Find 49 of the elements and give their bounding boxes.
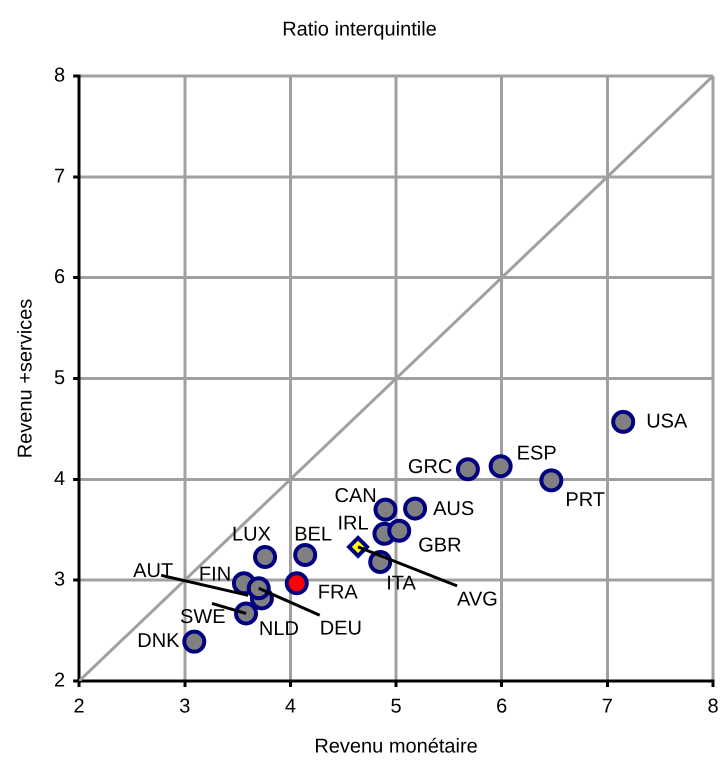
y-axis-title: Revenu +services — [14, 298, 37, 458]
point — [373, 498, 398, 522]
point — [293, 542, 318, 567]
annotation: FRA — [318, 582, 358, 604]
point — [539, 468, 564, 492]
y-tick-label: 3 — [54, 568, 66, 591]
annotation: ESP — [516, 442, 557, 465]
annotation: NLD — [258, 618, 299, 640]
annotation: USA — [646, 410, 688, 432]
x-tick-label: 7 — [602, 696, 613, 718]
annotation: GRC — [408, 456, 452, 478]
y-tick-label: 7 — [54, 165, 66, 188]
annotation: ITA — [386, 572, 417, 595]
y-tick-label: 6 — [54, 266, 66, 288]
point — [387, 518, 412, 543]
point — [488, 454, 513, 478]
point — [182, 630, 206, 654]
point — [253, 544, 278, 569]
annotation: DEU — [320, 618, 362, 640]
point — [284, 571, 309, 596]
point — [246, 576, 271, 600]
annotation: IRL — [337, 512, 369, 534]
annotation: DNK — [137, 630, 180, 652]
point — [456, 457, 480, 482]
point — [403, 496, 428, 521]
annotation: CAN — [334, 485, 377, 508]
annotation: AUS — [433, 498, 474, 520]
x-tick-label: 6 — [496, 696, 508, 718]
x-tick-label: 5 — [390, 696, 402, 718]
y-tick-label: 2 — [54, 670, 66, 692]
annotation: AUT — [133, 560, 174, 582]
y-tick-label: 5 — [54, 367, 66, 390]
annotation: SWE — [180, 606, 226, 628]
x-tick-label: 4 — [284, 696, 296, 718]
x-tick-label: 3 — [179, 696, 190, 718]
annotation: BEL — [294, 523, 332, 546]
annotation: FIN — [198, 564, 232, 586]
x-tick-label: 8 — [707, 696, 719, 718]
annotation: LUX — [232, 523, 271, 546]
annotation: PRT — [565, 488, 605, 511]
point — [234, 601, 258, 626]
annotation: AVG — [457, 588, 498, 610]
y-tick-label: 4 — [54, 468, 66, 490]
point — [611, 410, 636, 434]
y-tick-label: 8 — [54, 64, 66, 87]
x-axis-title: Revenu monétaire — [314, 736, 478, 758]
annotation: GBR — [418, 534, 462, 556]
x-tick-label: 2 — [74, 696, 85, 718]
chart-title: Ratio interquintile — [282, 18, 437, 41]
